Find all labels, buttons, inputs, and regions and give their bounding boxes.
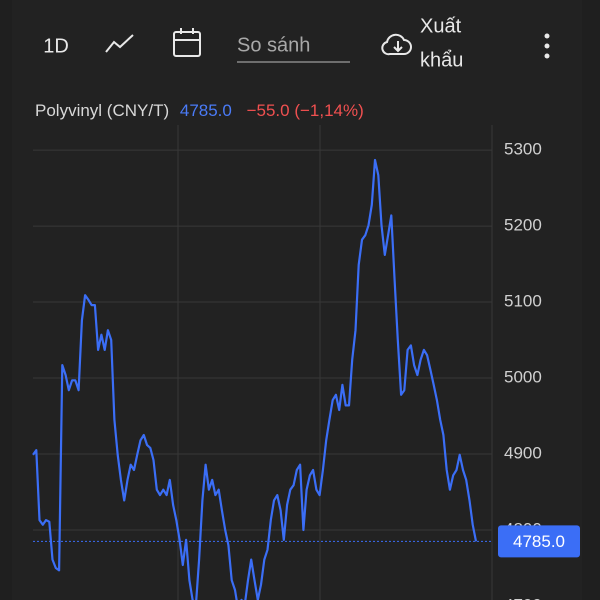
menu-icon[interactable] [544, 33, 550, 59]
price: 4785.0 [180, 101, 232, 120]
calendar-icon[interactable] [173, 28, 201, 57]
y-tick-label: 5200 [504, 216, 542, 235]
legend: Polyvinyl (CNY/T) 4785.0 −55.0 (−1,14%) [35, 101, 364, 120]
y-tick-label: 5300 [504, 140, 542, 159]
interval-button[interactable]: 1D [43, 35, 69, 57]
export-label[interactable]: Xuất [420, 15, 462, 37]
price-badge [498, 525, 580, 558]
export-label[interactable]: khẩu [420, 49, 463, 71]
y-tick-label: 5100 [504, 292, 542, 311]
change: −55.0 (−1,14%) [247, 101, 364, 120]
compare-input[interactable]: So sánh [237, 34, 310, 56]
price-line [32, 158, 478, 600]
chart-type-icon[interactable] [105, 34, 134, 53]
panel [12, 0, 582, 600]
y-tick-label: 4700 [504, 595, 542, 600]
y-tick-label: 4900 [504, 444, 542, 463]
series-name: Polyvinyl (CNY/T) [35, 101, 169, 120]
price-badge-label: 4785.0 [513, 532, 565, 551]
export-icon[interactable] [381, 33, 412, 56]
y-tick-label: 5000 [504, 368, 542, 387]
